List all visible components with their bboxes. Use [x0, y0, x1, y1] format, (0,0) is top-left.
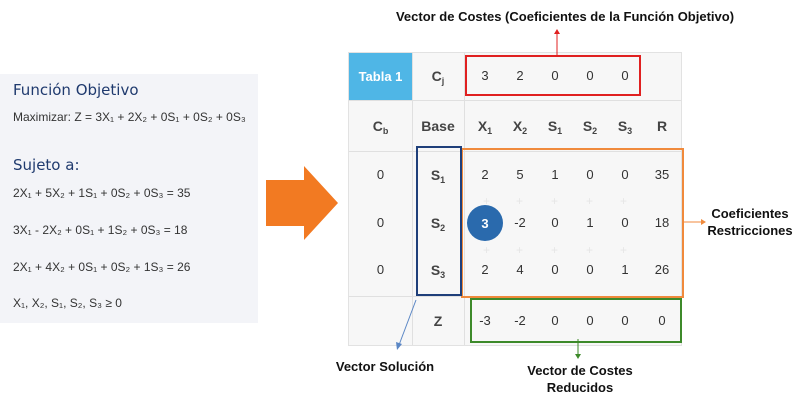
table-cell: 2 [481, 167, 489, 182]
column-header: S3 [617, 118, 633, 136]
costs-vector-box [465, 55, 641, 96]
table-cell: 0 [551, 215, 559, 230]
constraint-3: 2X₁ + 4X₂ + 0S₁ + 0S₂ + 1S₃ = 26 [13, 260, 191, 274]
constraint-1: 2X₁ + 5X₂ + 1S₁ + 0S₂ + 0S₃ = 35 [13, 186, 191, 200]
table-cell: 2 [481, 262, 489, 277]
table-cell: 0 [586, 167, 594, 182]
cb-value: 0 [376, 262, 385, 277]
z-value: 0 [586, 313, 594, 328]
cb-value: 0 [376, 215, 385, 230]
problem-panel: Función Objetivo Maximizar: Z = 3X₁ + 2X… [0, 74, 258, 323]
table-cell: -2 [514, 215, 526, 230]
column-header: S2 [582, 118, 598, 136]
column-header: X2 [512, 118, 528, 136]
z-value: -2 [514, 313, 526, 328]
solution-vector-box [416, 146, 462, 296]
column-header: R [656, 118, 668, 134]
reduced-costs-label: Vector de Costes Reducidos [527, 363, 633, 395]
cb-header: Cb [372, 118, 389, 136]
column-header: X1 [477, 118, 493, 136]
constraint-2: 3X₁ - 2X₂ + 0S₁ + 1S₂ + 0S₃ = 18 [13, 223, 188, 237]
table-cell: 4 [516, 262, 524, 277]
base-variable: S2 [430, 215, 446, 233]
cj-value: 2 [516, 68, 524, 83]
cj-label: Cj [431, 68, 445, 86]
table-cell: 18 [654, 215, 670, 230]
solution-vector-label: Vector Solución [335, 359, 435, 374]
table-cell: 0 [621, 167, 629, 182]
objective-function: Maximizar: Z = 3X₁ + 2X₂ + 0S₁ + 0S₂ + 0… [13, 110, 246, 124]
base-variable: S3 [430, 262, 446, 280]
costs-vector-label: Vector de Costes (Coeficientes de la Fun… [395, 9, 735, 24]
table-cell: 26 [654, 262, 670, 277]
arrow-right-icon [266, 166, 338, 240]
table-cell: 0 [586, 262, 594, 277]
reduced-costs-box [470, 298, 682, 343]
cb-value: 0 [376, 167, 385, 182]
subject-to-title: Sujeto a: [13, 156, 80, 174]
objective-title: Función Objetivo [13, 81, 139, 99]
z-value: 0 [551, 313, 559, 328]
tableau-name: Tabla 1 [349, 53, 412, 100]
table-cell: 1 [586, 215, 594, 230]
restrictions-box [461, 148, 684, 298]
cj-value: 0 [551, 68, 559, 83]
table-cell: 0 [551, 262, 559, 277]
base-header: Base [421, 118, 455, 134]
z-value: -3 [479, 313, 491, 328]
restrictions-label: Coeficientes Restricciones [707, 206, 793, 238]
table-cell: 0 [621, 215, 629, 230]
cj-value: 0 [586, 68, 594, 83]
cj-value: 3 [481, 68, 489, 83]
z-label: Z [433, 313, 443, 329]
table-cell: 1 [621, 262, 629, 277]
base-variable: S1 [430, 167, 446, 185]
z-value: 0 [621, 313, 629, 328]
cj-value: 0 [621, 68, 629, 83]
table-cell: 1 [551, 167, 559, 182]
column-header: S1 [547, 118, 563, 136]
z-value: 0 [658, 313, 666, 328]
pivot-element: 3 [467, 205, 503, 241]
table-cell: 5 [516, 167, 524, 182]
table-cell: 35 [654, 167, 670, 182]
non-negativity: X₁, X₂, S₁, S₂, S₃ ≥ 0 [13, 296, 122, 310]
